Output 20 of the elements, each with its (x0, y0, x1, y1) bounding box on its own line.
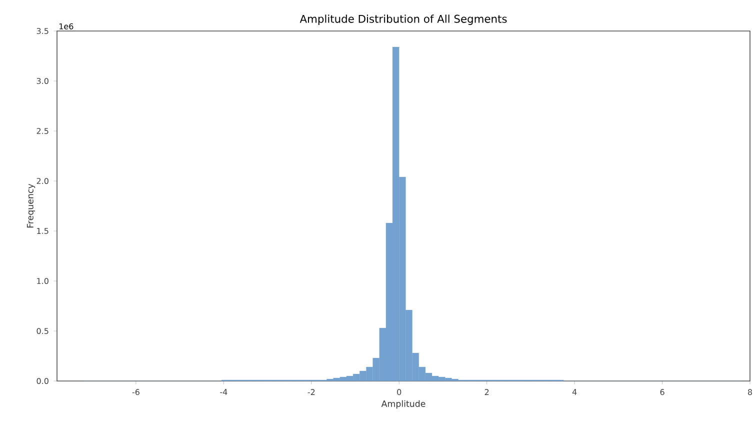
x-tick-label: -4 (220, 389, 228, 395)
x-tick-label: -6 (132, 389, 140, 396)
y-tick-label: 2.0 (36, 178, 48, 184)
x-tick-label: 8 (748, 389, 752, 396)
x-tick-label: 4 (572, 389, 577, 395)
y-tick-label: 3.5 (36, 28, 48, 34)
y-tick-label: 0.5 (36, 328, 48, 334)
y-tick-label: 1.5 (37, 228, 48, 234)
x-tick-label: 0 (397, 389, 402, 396)
y-tick-label: 3.0 (36, 78, 48, 84)
x-axis-title: Amplitude (381, 400, 426, 409)
text: 1e6 (59, 23, 74, 30)
chart-title: Amplitude Distribution of All Segments (300, 14, 507, 25)
y-axis-title: Frequency (26, 184, 36, 228)
y-tick-label: 2.5 (36, 128, 48, 134)
x-tick-label: -2 (308, 389, 315, 395)
y-tick-label: 0.0 (36, 378, 48, 384)
x-tick-label: 2 (484, 389, 489, 395)
y-tick-label: 1.0 (37, 278, 48, 284)
x-tick-label: 6 (660, 389, 664, 396)
